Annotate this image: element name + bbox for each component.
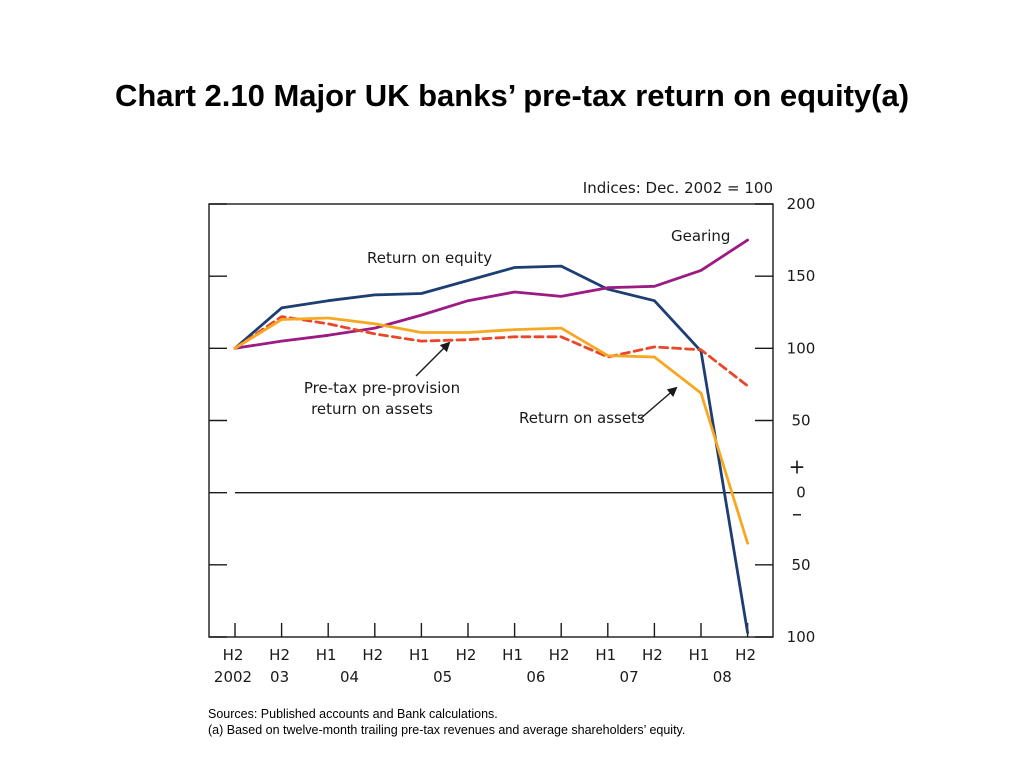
annotation-roa-line: Return on assets (519, 409, 645, 427)
series-line-return-on-equity (233, 264, 749, 635)
x-year-label: 2002 (214, 668, 252, 686)
x-tick-label: H2 (223, 646, 244, 664)
slide-title: Chart 2.10 Major UK banks’ pre-tax retur… (114, 78, 910, 113)
footnote-a: (a) Based on twelve-month trailing pre-t… (208, 723, 686, 737)
x-year-label: 06 (526, 668, 545, 686)
footnotes: Sources: Published accounts and Bank cal… (208, 706, 685, 738)
annotation-roe-line: Return on equity (367, 249, 492, 267)
plot-frame (208, 203, 774, 638)
x-tick-label: H1 (595, 646, 616, 664)
series-line-pre-tax-pre-provision-return-on-assets (233, 315, 749, 388)
annotation-arrow-pppr (415, 341, 451, 377)
x-year-label: 05 (433, 668, 452, 686)
x-year-label: 07 (620, 668, 639, 686)
x-tick-label: H1 (689, 646, 710, 664)
sources-note: Sources: Published accounts and Bank cal… (208, 707, 498, 721)
x-tick-label: H1 (316, 646, 337, 664)
x-tick-label: H1 (502, 646, 523, 664)
annotation-pppr-line: Pre-tax pre-provision (304, 379, 460, 397)
y-tick-label: 50 (791, 412, 810, 430)
x-tick-label: H2 (735, 646, 756, 664)
y-tick-label: 0 (796, 484, 806, 502)
annotation-pppr-line: return on assets (311, 400, 433, 418)
y-tick-label: 50 (791, 556, 810, 574)
x-tick-label: H1 (409, 646, 430, 664)
x-tick-label: H2 (269, 646, 290, 664)
x-tick-label: H2 (642, 646, 663, 664)
series-line-gearing (233, 238, 749, 350)
y-tick-label: 150 (787, 267, 816, 285)
plus-sign-label: + (789, 455, 806, 479)
x-tick-label: H2 (456, 646, 477, 664)
annotation-layer: Return on equity Gearing Pre-tax pre-provi… (304, 227, 731, 427)
minus-sign-label: – (792, 502, 802, 526)
x-tick-label: H2 (362, 646, 383, 664)
x-year-label: 04 (340, 668, 359, 686)
annotation-gearing-line: Gearing (671, 227, 730, 245)
x-year-label: 08 (713, 668, 732, 686)
x-year-label: 03 (270, 668, 289, 686)
y-tick-label: 100 (787, 339, 816, 357)
x-tick-label: H2 (549, 646, 570, 664)
series-line-return-on-assets (233, 316, 749, 545)
units-label: Indices: Dec. 2002 = 100 (583, 179, 773, 197)
y-tick-label: 100 (787, 628, 816, 646)
annotation-arrow-roa (639, 386, 678, 420)
series-layer (233, 238, 749, 635)
y-tick-label: 200 (787, 195, 816, 213)
